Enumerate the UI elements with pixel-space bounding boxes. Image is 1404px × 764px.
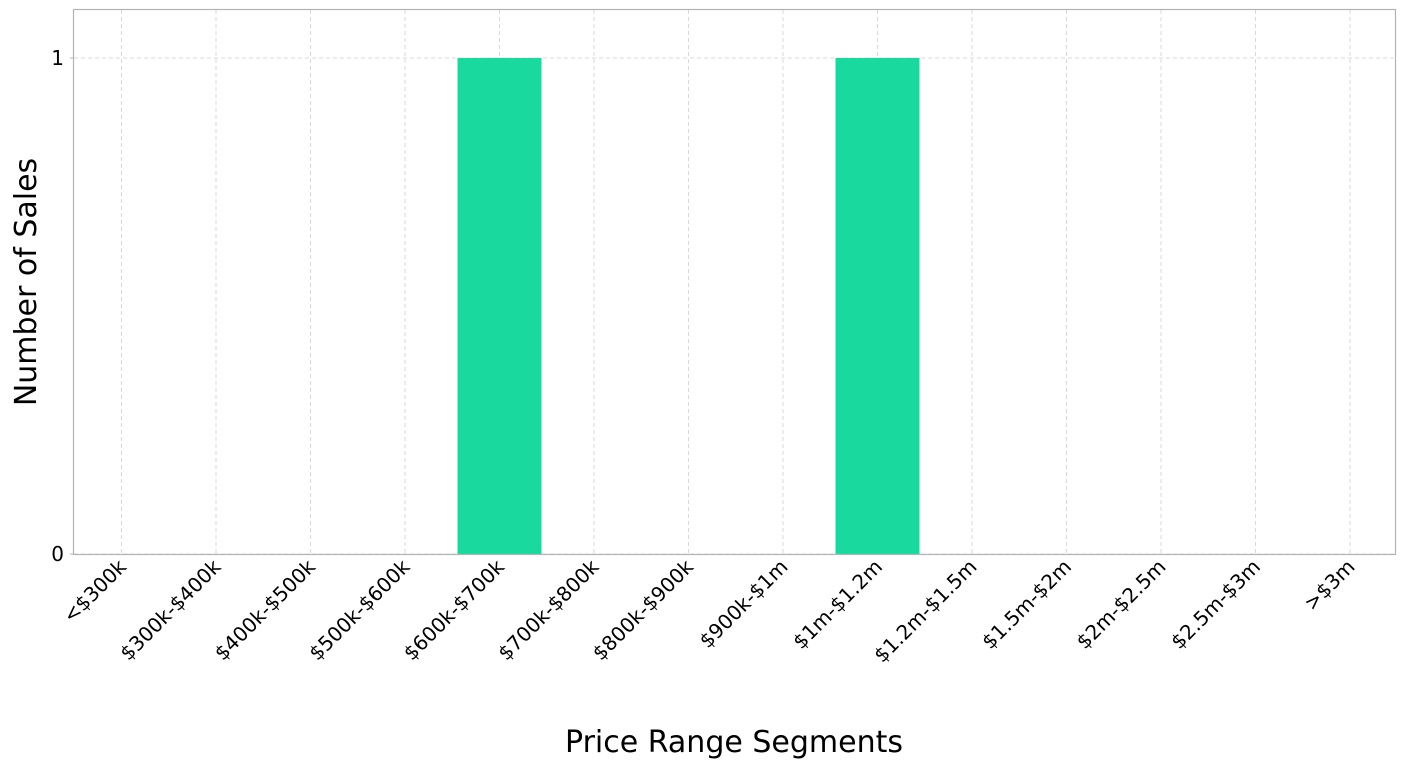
x-tick-label: $900k-$1m: [695, 555, 793, 653]
bars: [457, 58, 920, 554]
y-axis-ticks: 01: [51, 46, 74, 566]
x-tick-label: $2.5m-$3m: [1166, 555, 1265, 654]
bar: [457, 58, 542, 554]
x-tick-label: >$3m: [1299, 555, 1360, 616]
y-tick-label: 1: [51, 46, 64, 70]
x-tick-label: <$300k: [58, 554, 131, 627]
x-tick-label: $1m-$1.2m: [788, 555, 887, 654]
grid: [74, 10, 1396, 555]
x-tick-label: $1.5m-$2m: [977, 555, 1076, 654]
x-tick-label: $800k-$900k: [588, 554, 699, 665]
bar: [835, 58, 920, 554]
x-axis-ticks: <$300k$300k-$400k$400k-$500k$500k-$600k$…: [58, 554, 1360, 667]
y-axis-title: Number of Sales: [9, 158, 44, 406]
x-tick-label: $2m-$2.5m: [1071, 555, 1170, 654]
plot-frame: [72, 8, 1397, 556]
y-tick-label: 0: [51, 542, 64, 566]
x-axis-title: Price Range Segments: [565, 725, 903, 760]
